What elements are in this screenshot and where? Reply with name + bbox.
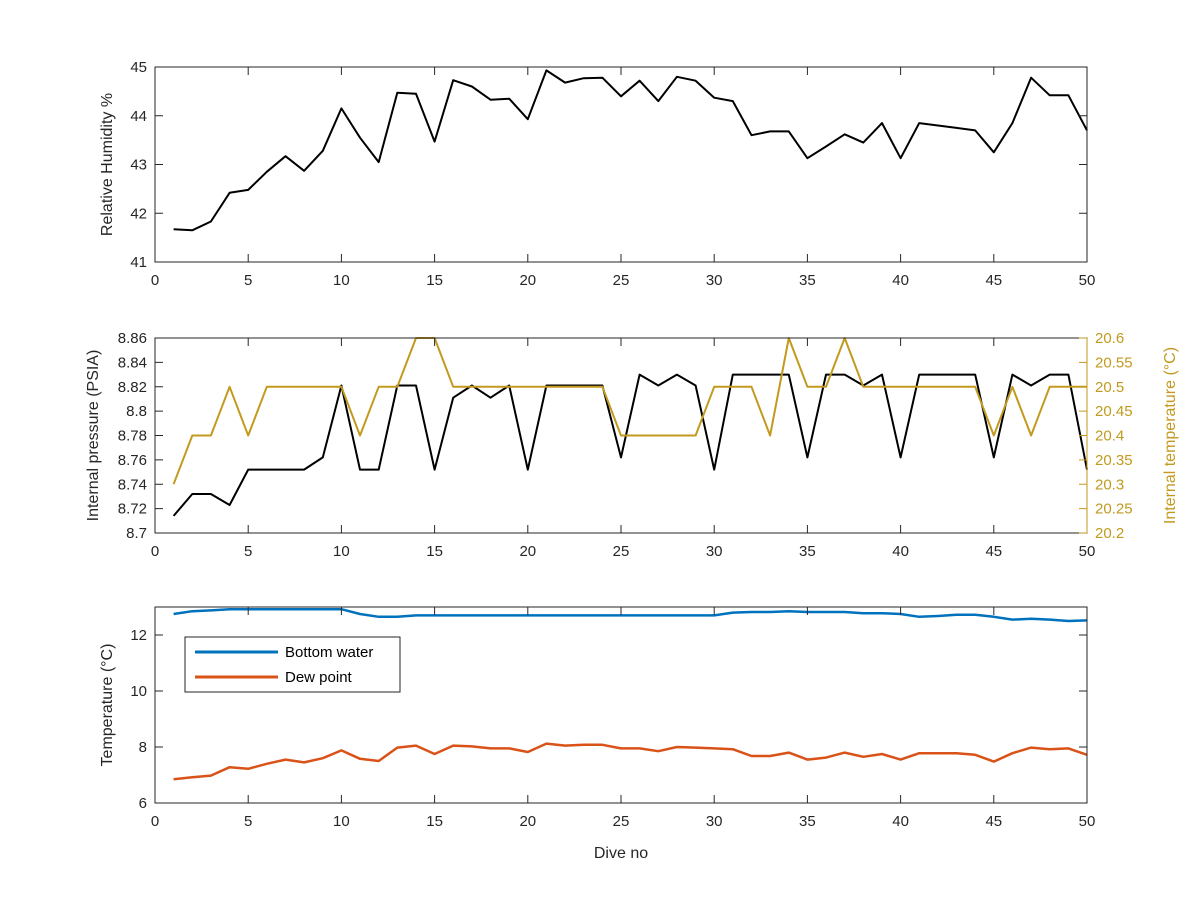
y-tick-label: 8.8 (126, 403, 147, 420)
y-right-tick-label: 20.5 (1095, 379, 1124, 396)
x-tick-label: 15 (426, 272, 443, 289)
x-tick-label: 15 (426, 543, 443, 560)
legend-label: Bottom water (285, 644, 373, 661)
legend-label: Dew point (285, 669, 353, 686)
x-tick-label: 0 (151, 813, 159, 830)
y-tick-label: 12 (130, 627, 147, 644)
x-tick-label: 50 (1079, 272, 1096, 289)
x-tick-label: 0 (151, 272, 159, 289)
y-tick-label: 6 (139, 795, 147, 812)
y-tick-label: 43 (130, 157, 147, 174)
y-tick-label: 8.84 (118, 354, 147, 371)
x-tick-label: 5 (244, 543, 252, 560)
x-tick-label: 35 (799, 543, 816, 560)
x-tick-label: 25 (613, 272, 630, 289)
humidity-panel: 0 5 10 15 20 25 30 35 40 45 50 41 42 43 44 45 Relative H… (99, 59, 1095, 289)
y-right-tick-label: 20.2 (1095, 525, 1124, 542)
x-tick-label: 45 (985, 813, 1002, 830)
y-tick-label: 44 (130, 108, 147, 125)
y-tick-label: 8.86 (118, 330, 147, 347)
x-tick-label: 45 (985, 272, 1002, 289)
y-tick-label: 8.76 (118, 452, 147, 469)
x-tick-label: 5 (244, 272, 252, 289)
legend-box (184, 636, 401, 693)
x-tick-label: 40 (892, 272, 909, 289)
legend: Bottom water Dew point (184, 636, 401, 693)
x-tick-label: 15 (426, 813, 443, 830)
x-tick-label: 5 (244, 813, 252, 830)
x-tick-label: 35 (799, 272, 816, 289)
y-tick-label: 41 (130, 254, 147, 271)
x-tick-label: 45 (985, 543, 1002, 560)
x-tick-label: 30 (706, 813, 723, 830)
x-tick-label: 40 (892, 543, 909, 560)
y-tick-label: 10 (130, 683, 147, 700)
y-axis-title: Temperature (°C) (99, 644, 116, 767)
y-axis-title: Relative Humidity % (99, 93, 116, 236)
y-tick-label: 8.74 (118, 476, 147, 493)
x-axis-title: Dive no (594, 845, 648, 862)
x-tick-label: 20 (519, 543, 536, 560)
y-tick-label: 8.78 (118, 428, 147, 445)
x-tick-label: 25 (613, 813, 630, 830)
y-right-tick-label: 20.35 (1095, 452, 1133, 469)
x-tick-label: 10 (333, 813, 350, 830)
x-tick-label: 10 (333, 543, 350, 560)
y-right-tick-label: 20.6 (1095, 330, 1124, 347)
temperature-panel: 0 5 10 15 20 25 30 35 40 45 50 6 8 10 12 Temperature (°… (99, 606, 1096, 862)
series-line-series-0 (172, 373, 1088, 517)
y-right-tick-label: 20.55 (1095, 354, 1133, 371)
x-tick-label: 40 (892, 813, 909, 830)
y-right-tick-label: 20.45 (1095, 403, 1133, 420)
y-tick-label: 8 (139, 739, 147, 756)
series-line-series-0 (173, 69, 1088, 232)
x-tick-label: 20 (519, 272, 536, 289)
y-tick-label: 8.82 (118, 379, 147, 396)
x-tick-label: 50 (1079, 813, 1096, 830)
series-line-internal-temperature (172, 337, 1087, 485)
pressure-temperature-panel: 0 5 10 15 20 25 30 35 40 45 50 8.7 8.72 8.74 8.76 8.78 8… (85, 330, 1179, 560)
series-line-dew-point (173, 742, 1088, 781)
y-right-tick-label: 20.4 (1095, 428, 1124, 445)
x-tick-label: 35 (799, 813, 816, 830)
y-right-tick-label: 20.25 (1095, 501, 1133, 518)
y-right-tick-label: 20.3 (1095, 476, 1124, 493)
x-tick-label: 10 (333, 272, 350, 289)
x-tick-label: 25 (613, 543, 630, 560)
x-tick-label: 50 (1079, 543, 1096, 560)
series-line-bottom-water (173, 607, 1088, 623)
y-tick-label: 45 (130, 59, 147, 76)
y-tick-label: 8.7 (126, 525, 147, 542)
x-tick-label: 30 (706, 543, 723, 560)
x-tick-label: 20 (519, 813, 536, 830)
y-axis-right-title: Internal temperature (°C) (1162, 347, 1179, 524)
y-tick-label: 8.72 (118, 501, 147, 518)
x-tick-label: 0 (151, 543, 159, 560)
y-tick-label: 42 (130, 205, 147, 222)
y-axis-title: Internal pressure (PSIA) (85, 350, 102, 522)
x-tick-label: 30 (706, 272, 723, 289)
